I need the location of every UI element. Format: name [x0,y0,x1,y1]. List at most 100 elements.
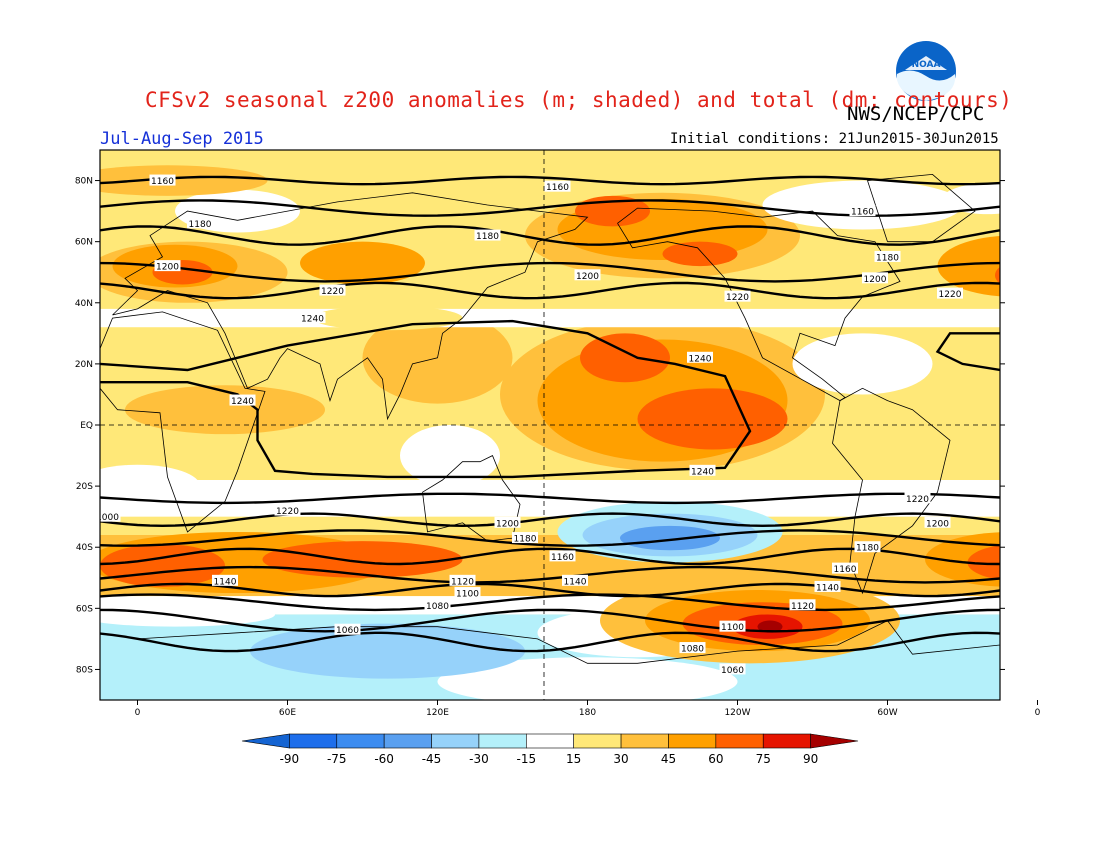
shade-blob-75 [662,241,738,267]
colorbar-swatch [478,733,527,749]
colorbar-tick-label: 90 [803,752,818,766]
lon-tick-label: 60E [279,708,296,718]
coastline-1 [112,192,589,421]
shade-blob-60 [300,241,425,285]
coastline-3 [617,207,901,402]
contour-label-text: 1240 [1019,354,1042,364]
lon-tick-label: 60W [877,708,897,718]
contour-label-text: 1180 [476,232,499,242]
contour-line [100,261,1000,283]
contour-label-text: 1220 [321,287,344,297]
coastline-4 [832,387,951,595]
contour-label: 1160 [544,180,571,193]
contour-label: 1060 [334,623,361,636]
lon-tick-label: 0 [135,708,141,718]
contour-label-text: 1000 [96,513,119,523]
contour-label: 1160 [149,174,176,187]
lat-tick-label: 20S [76,482,93,492]
contour-line [100,529,1000,547]
lat-tick-label: 20N [75,360,93,370]
contour-label: 1100 [719,620,746,633]
lat-tick-label: EQ [80,421,93,431]
colorbar-swatch [336,733,385,749]
contour-label: 1240 [687,351,713,364]
lat-tick-label: 40N [75,299,93,309]
lat-tick-label: 80S [76,665,93,675]
contour-label-text: 1240 [691,467,714,477]
shade-white-patch [942,183,1000,215]
shade-blob-max [757,620,783,633]
contour-line [100,512,1000,528]
contour-label-text: 1200 [156,263,179,273]
contour-line [100,281,1000,300]
colorbar-tick-label: -45 [422,752,442,766]
contour-label: 1200 [574,269,601,282]
coastline-0 [100,311,266,533]
colorbar-swatch [241,733,290,749]
contour-label-text: 1100 [721,623,744,633]
contour-label-text: 1160 [151,177,174,187]
colorbar-tick-label: 30 [613,752,628,766]
colorbar-tick-label: -30 [469,752,489,766]
shade-white-patch [437,657,738,700]
contour-label-text: 1220 [276,507,299,517]
shade-white-patch [400,425,500,487]
contour-label: 1060 [719,663,746,676]
contour-label-text: 1240 [231,397,254,407]
colorbar-swatch [668,733,717,749]
colorbar-swatch [383,733,432,749]
colorbar: -90 -75 -60 -45 -30 -15 15 30 45 60 75 90 [241,733,859,766]
contour-label: 1180 [854,541,881,554]
contour-line [100,582,1000,598]
colorbar-tick-label: -75 [327,752,347,766]
colorbar-tick-label: 45 [661,752,676,766]
contour-label: 1120 [789,599,816,612]
contour-label-text: 1200 [864,275,887,285]
lon-tick-label: 120W [724,708,750,718]
coastline-2 [422,455,521,542]
colorbar-swatch [620,733,669,749]
contour-label-text: 1240 [301,315,324,325]
lat-tick-label: 40S [76,543,93,553]
contour-label-text: 1140 [214,577,237,587]
contour-label: 1220 [904,492,931,505]
contour-label-text: 1160 [851,208,874,218]
contour-label-text: 1160 [834,565,857,575]
contour-label-text: 1080 [681,645,704,655]
shade-white-patch [762,180,963,230]
colorbar-tick-label: 15 [566,752,581,766]
contour-line-1240-east [935,332,1000,372]
colorbar-swatch [762,733,811,749]
shade-white-patch [100,602,275,627]
contour-label: 1140 [814,580,841,593]
contour-label-text: 1200 [576,272,599,282]
colorbar-swatch [573,733,622,749]
contour-label-text: 1220 [906,495,929,505]
shade-patch-30 [312,305,463,331]
contour-label-text: 1200 [926,519,949,529]
axis-ticks: 80N 60N 40N 20N EQ 20S 40S 60S 80S 0 60E 120E 180 120… [75,177,1041,718]
agency-label: NWS/NCEP/CPC [847,103,985,125]
contour-label: 1200 [862,272,888,285]
contour-label-text: 1140 [564,577,587,587]
contour-label-text: 1120 [791,602,814,612]
lat-tick-label: 60S [76,604,93,614]
contour-label: 1240 [229,394,256,407]
height-contours [100,175,1000,653]
contour-line [100,225,1000,246]
contour-line [100,492,1000,505]
colorbar-swatch [810,733,859,749]
initial-conditions-label: Initial conditions: 21Jun2015-30Jun2015 [670,131,999,147]
shade-blob-75 [580,333,670,383]
contour-label-text: 1160 [551,553,574,563]
lon-tick-label: 180 [579,708,596,718]
contour-line-1240 [100,319,752,479]
noaa-seal-icon: NOAA [896,41,956,101]
contour-line [100,631,1000,653]
shade-white-patch [792,333,933,395]
contour-label-text: 1060 [336,626,359,636]
contour-label: 1160 [832,562,858,575]
contour-label: 1220 [274,504,301,517]
noaa-logo: NOAA [895,40,957,102]
contour-label-text: 1060 [721,666,744,676]
